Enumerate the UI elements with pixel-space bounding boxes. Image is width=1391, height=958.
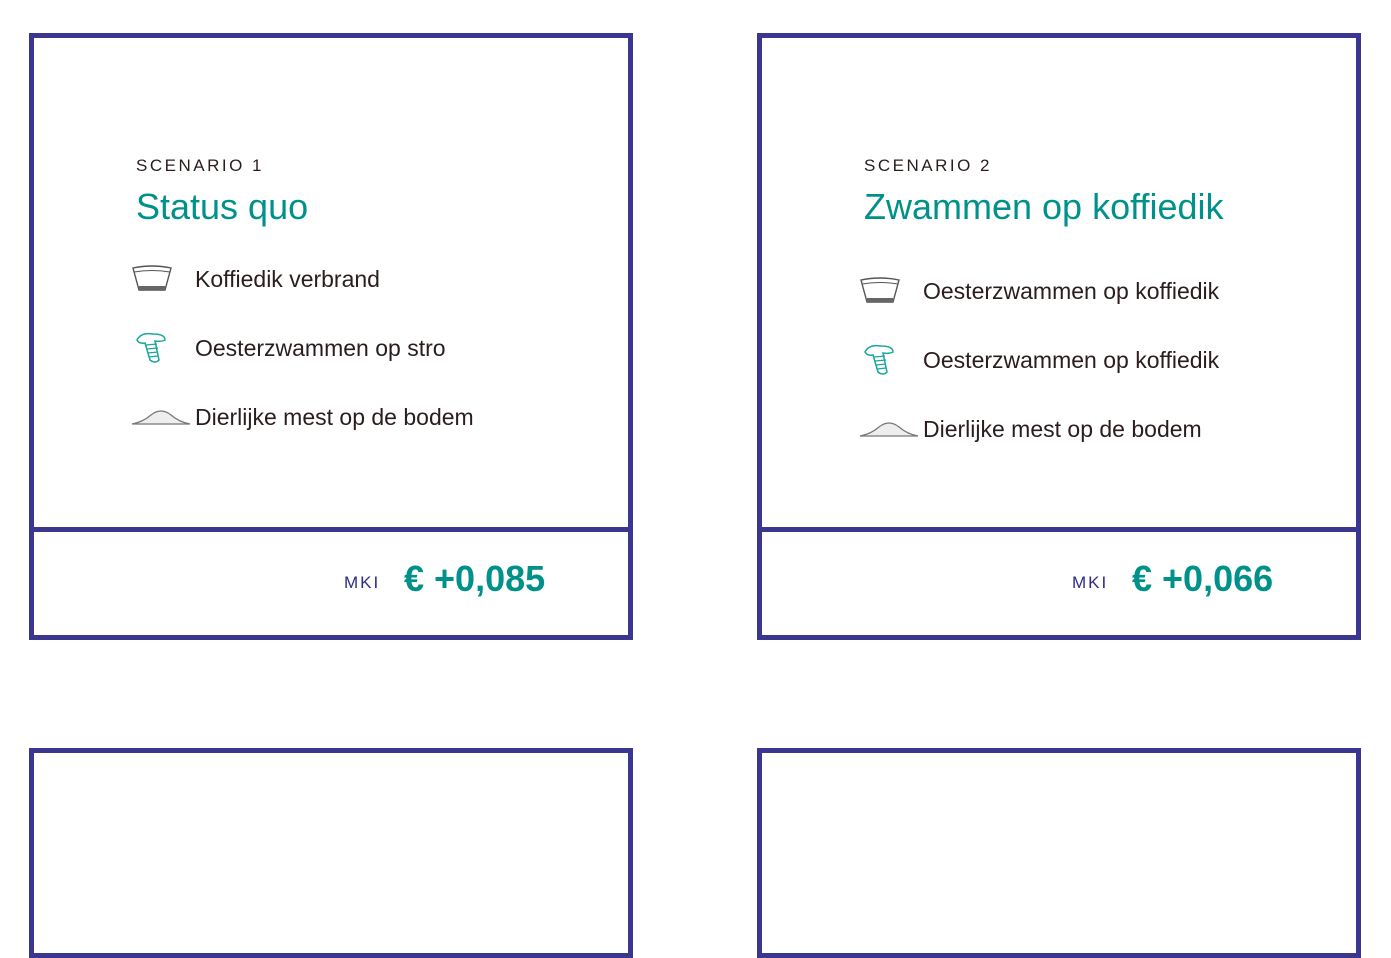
item-text: Oesterzwammen op koffiedik xyxy=(923,347,1220,373)
item-text: Oesterzwammen op koffiedik xyxy=(923,278,1220,304)
manure-pile-icon xyxy=(131,400,195,434)
card-footer: MKI € +0,085 xyxy=(34,532,628,635)
mki-value: € +0,066 xyxy=(1132,558,1274,599)
scenario-label: SCENARIO 2 xyxy=(864,156,992,175)
item-text: Dierlijke mest op de bodem xyxy=(195,404,474,430)
item-text: Dierlijke mest op de bodem xyxy=(923,416,1202,442)
mki-value: € +0,085 xyxy=(404,558,546,599)
list-item: Oesterzwammen op stro xyxy=(131,332,474,404)
mushroom-icon xyxy=(859,343,923,377)
item-text: Oesterzwammen op stro xyxy=(195,335,446,361)
list-item: Dierlijke mest op de bodem xyxy=(859,416,1219,485)
list-item: Oesterzwammen op koffiedik xyxy=(859,344,1220,416)
list-item: Oesterzwammen op koffiedik xyxy=(859,277,1220,347)
list-item: Dierlijke mest op de bodem xyxy=(131,404,474,473)
item-text: Koffiedik verbrand xyxy=(195,266,380,292)
scenario-label: SCENARIO 1 xyxy=(136,156,264,175)
scenario-title: Status quo xyxy=(136,186,309,227)
item-list: Oesterzwammen op koffiedik Oesterzwammen… xyxy=(859,277,1220,485)
scenario-title: Zwammen op koffiedik xyxy=(864,186,1224,227)
mushroom-icon xyxy=(131,331,195,365)
mki-label: MKI xyxy=(344,573,381,592)
scenario-card-3[interactable] xyxy=(29,748,633,958)
card-footer: MKI € +0,066 xyxy=(762,532,1356,635)
item-list: Koffiedik verbrand Oesterzwammen op stro… xyxy=(131,265,474,473)
scenario-card-2[interactable]: SCENARIO 2 Zwammen op koffiedik Oesterzw… xyxy=(757,33,1361,640)
scenario-card-1[interactable]: SCENARIO 1 Status quo Koffiedik verbrand… xyxy=(29,33,633,640)
card-content: SCENARIO 1 Status quo Koffiedik verbrand… xyxy=(34,38,628,532)
card-content: SCENARIO 2 Zwammen op koffiedik Oesterzw… xyxy=(762,38,1356,532)
mki-label: MKI xyxy=(1072,573,1109,592)
coffee-filter-icon xyxy=(131,262,195,296)
coffee-filter-icon xyxy=(859,274,923,308)
scenario-card-4[interactable] xyxy=(757,748,1361,958)
manure-pile-icon xyxy=(859,412,923,446)
list-item: Koffiedik verbrand xyxy=(131,265,474,335)
